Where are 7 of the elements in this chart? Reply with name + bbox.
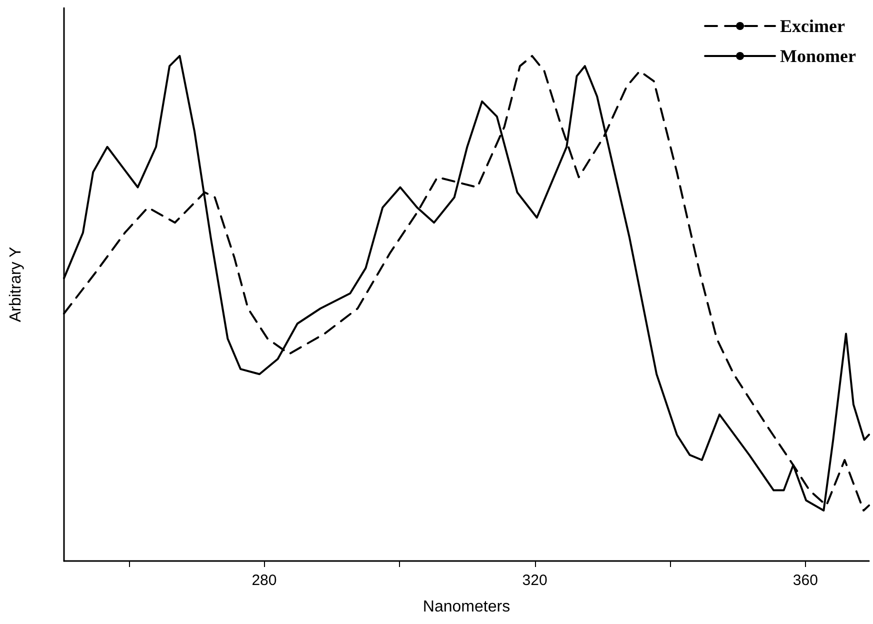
x-tick-label: 320 [522, 572, 548, 589]
legend-label: Excimer [780, 16, 846, 36]
x-tick-label: 360 [792, 572, 818, 589]
legend-label: Monomer [780, 46, 856, 66]
x-axis-title: Nanometers [422, 598, 510, 616]
y-axis-title: Arbitrary Y [8, 246, 24, 322]
x-tick-label: 280 [252, 572, 277, 589]
